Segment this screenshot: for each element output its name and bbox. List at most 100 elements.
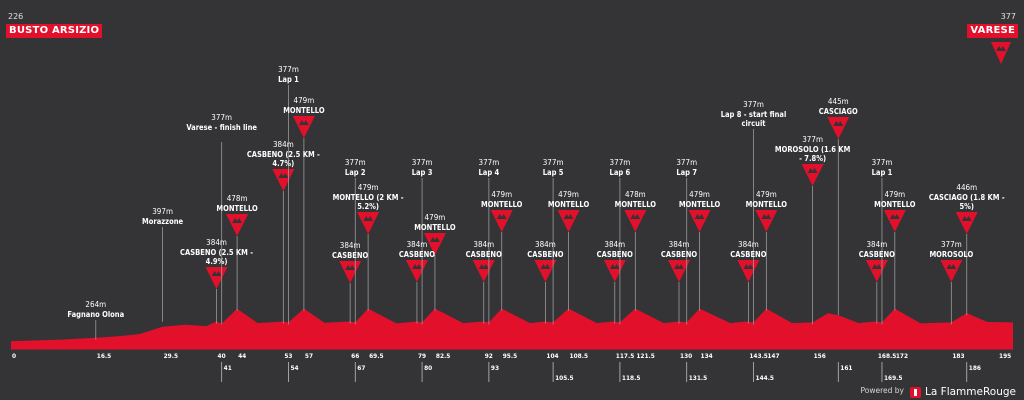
point-name: Lap 1 — [871, 168, 893, 177]
point-name: CASBENO (2.5 KM - 4.7%) — [246, 150, 320, 168]
climb-marker-icon — [624, 210, 647, 232]
point-altitude: 377m — [871, 158, 893, 167]
mountain-icon — [996, 46, 1006, 51]
km-tick-label-lower: 131.5 — [688, 374, 708, 382]
km-tick-label-lower: 41 — [223, 364, 232, 372]
point-altitude: 384m — [668, 240, 690, 249]
flamme-rouge-icon — [910, 386, 922, 398]
point-altitude: 384m — [473, 240, 495, 249]
point-altitude: 446m — [956, 183, 978, 192]
km-tick-label-lower: 54 — [290, 364, 299, 372]
point-name: Lap 1 — [278, 75, 299, 84]
point-name: MONTELLO — [874, 200, 916, 209]
km-tick-label: 53 — [284, 352, 293, 360]
km-tick-label: 95.5 — [502, 352, 518, 360]
climb-marker-icon — [339, 261, 362, 283]
climb-marker-icon — [955, 212, 978, 234]
point-altitude: 384m — [866, 240, 888, 249]
point-altitude: 479m — [424, 213, 446, 222]
mountain-icon — [833, 121, 844, 126]
finish-altitude: 377 — [1000, 12, 1016, 21]
point-name: MONTELLO — [678, 200, 721, 209]
km-tick-label: 29.5 — [163, 352, 179, 360]
mountain-icon — [694, 214, 705, 219]
point-altitude: 377m — [344, 158, 366, 167]
point-name: Lap 4 — [478, 168, 500, 177]
point-name: Lap 7 — [676, 168, 698, 177]
climb-marker-icon — [827, 117, 850, 139]
point-name: CASBENO — [730, 250, 767, 259]
climb-marker-icon — [801, 164, 824, 186]
km-tick-label-lower: 169.5 — [883, 374, 903, 382]
point-altitude: 445m — [827, 97, 849, 106]
mountain-icon — [761, 214, 772, 219]
mountain-icon — [345, 265, 356, 270]
km-tick-label: 69.5 — [369, 352, 384, 360]
km-tick-label: 156 — [813, 352, 826, 360]
point-name: CASBENO — [660, 250, 698, 259]
mountain-icon — [961, 216, 972, 221]
mountain-icon — [278, 173, 289, 178]
point-name: MOROSOLO (1.6 KM - 7.8%) — [774, 145, 851, 163]
brand-name: La FlammeRouge — [925, 386, 1016, 398]
point-name: CASBENO — [465, 250, 502, 259]
km-tick-label-lower: 67 — [357, 364, 366, 372]
point-altitude: 377m — [940, 240, 962, 249]
point-name: CASCIAGO — [818, 107, 858, 116]
km-tick-label: 117.5 — [615, 352, 635, 360]
climb-marker-icon — [423, 233, 446, 255]
point-altitude: 384m — [339, 241, 361, 250]
km-tick-label-lower: 93 — [490, 364, 500, 372]
point-altitude: 377m — [542, 158, 564, 167]
point-altitude: 384m — [272, 140, 294, 149]
km-tick-label: 172 — [895, 352, 909, 360]
start-altitude: 226 — [8, 12, 24, 21]
climb-marker-icon — [883, 210, 906, 232]
km-tick-label: 40 — [217, 352, 226, 360]
point-altitude: 397m — [152, 207, 173, 216]
km-tick-label: 82.5 — [435, 352, 451, 360]
mountain-icon — [298, 120, 309, 125]
km-tick-label-lower: 161 — [840, 364, 853, 372]
km-tick-label-lower: 186 — [968, 364, 981, 372]
km-tick-label: 147 — [767, 352, 780, 360]
point-name: Fagnano Olona — [67, 310, 125, 319]
point-altitude: 479m — [491, 190, 513, 199]
km-tick-label-lower: 80 — [424, 364, 433, 372]
mountain-icon — [889, 214, 900, 219]
climb-marker-icon — [668, 260, 690, 282]
point-altitude: 377m — [478, 158, 500, 167]
point-name: MOROSOLO — [929, 250, 974, 259]
climb-marker-icon — [272, 169, 295, 191]
climb-marker-icon — [357, 212, 380, 234]
climb-marker-icon — [534, 260, 557, 282]
point-altitude: 478m — [226, 194, 248, 203]
mountain-icon — [429, 237, 440, 242]
point-name: CASBENO — [332, 251, 369, 260]
point-name: MONTELLO — [283, 106, 325, 115]
point-name: Lap 5 — [542, 168, 564, 177]
point-name: MONTELLO — [614, 200, 656, 209]
mountain-icon — [743, 264, 754, 269]
point-name: MONTELLO — [216, 204, 258, 213]
km-tick-label: 183 — [952, 352, 965, 360]
point-name: MONTELLO — [481, 200, 523, 209]
point-altitude: 377m — [676, 158, 698, 167]
point-altitude: 377m — [743, 100, 764, 109]
climb-marker-icon — [226, 214, 249, 236]
mountain-icon — [540, 264, 551, 269]
climb-marker-icon — [292, 116, 315, 138]
point-altitude: 479m — [293, 96, 315, 105]
point-name: Lap 2 — [344, 168, 366, 177]
mountain-icon — [609, 264, 620, 269]
point-name: Morazzone — [142, 217, 184, 226]
mountain-icon — [478, 264, 489, 269]
mountain-icon — [674, 264, 684, 269]
climb-marker-icon — [865, 260, 888, 282]
mountain-icon — [946, 264, 957, 269]
climb-marker-icon — [737, 260, 760, 282]
point-altitude: 384m — [535, 240, 556, 249]
point-altitude: 478m — [624, 190, 646, 199]
km-tick-label: 66 — [351, 352, 360, 360]
point-altitude: 384m — [604, 240, 626, 249]
